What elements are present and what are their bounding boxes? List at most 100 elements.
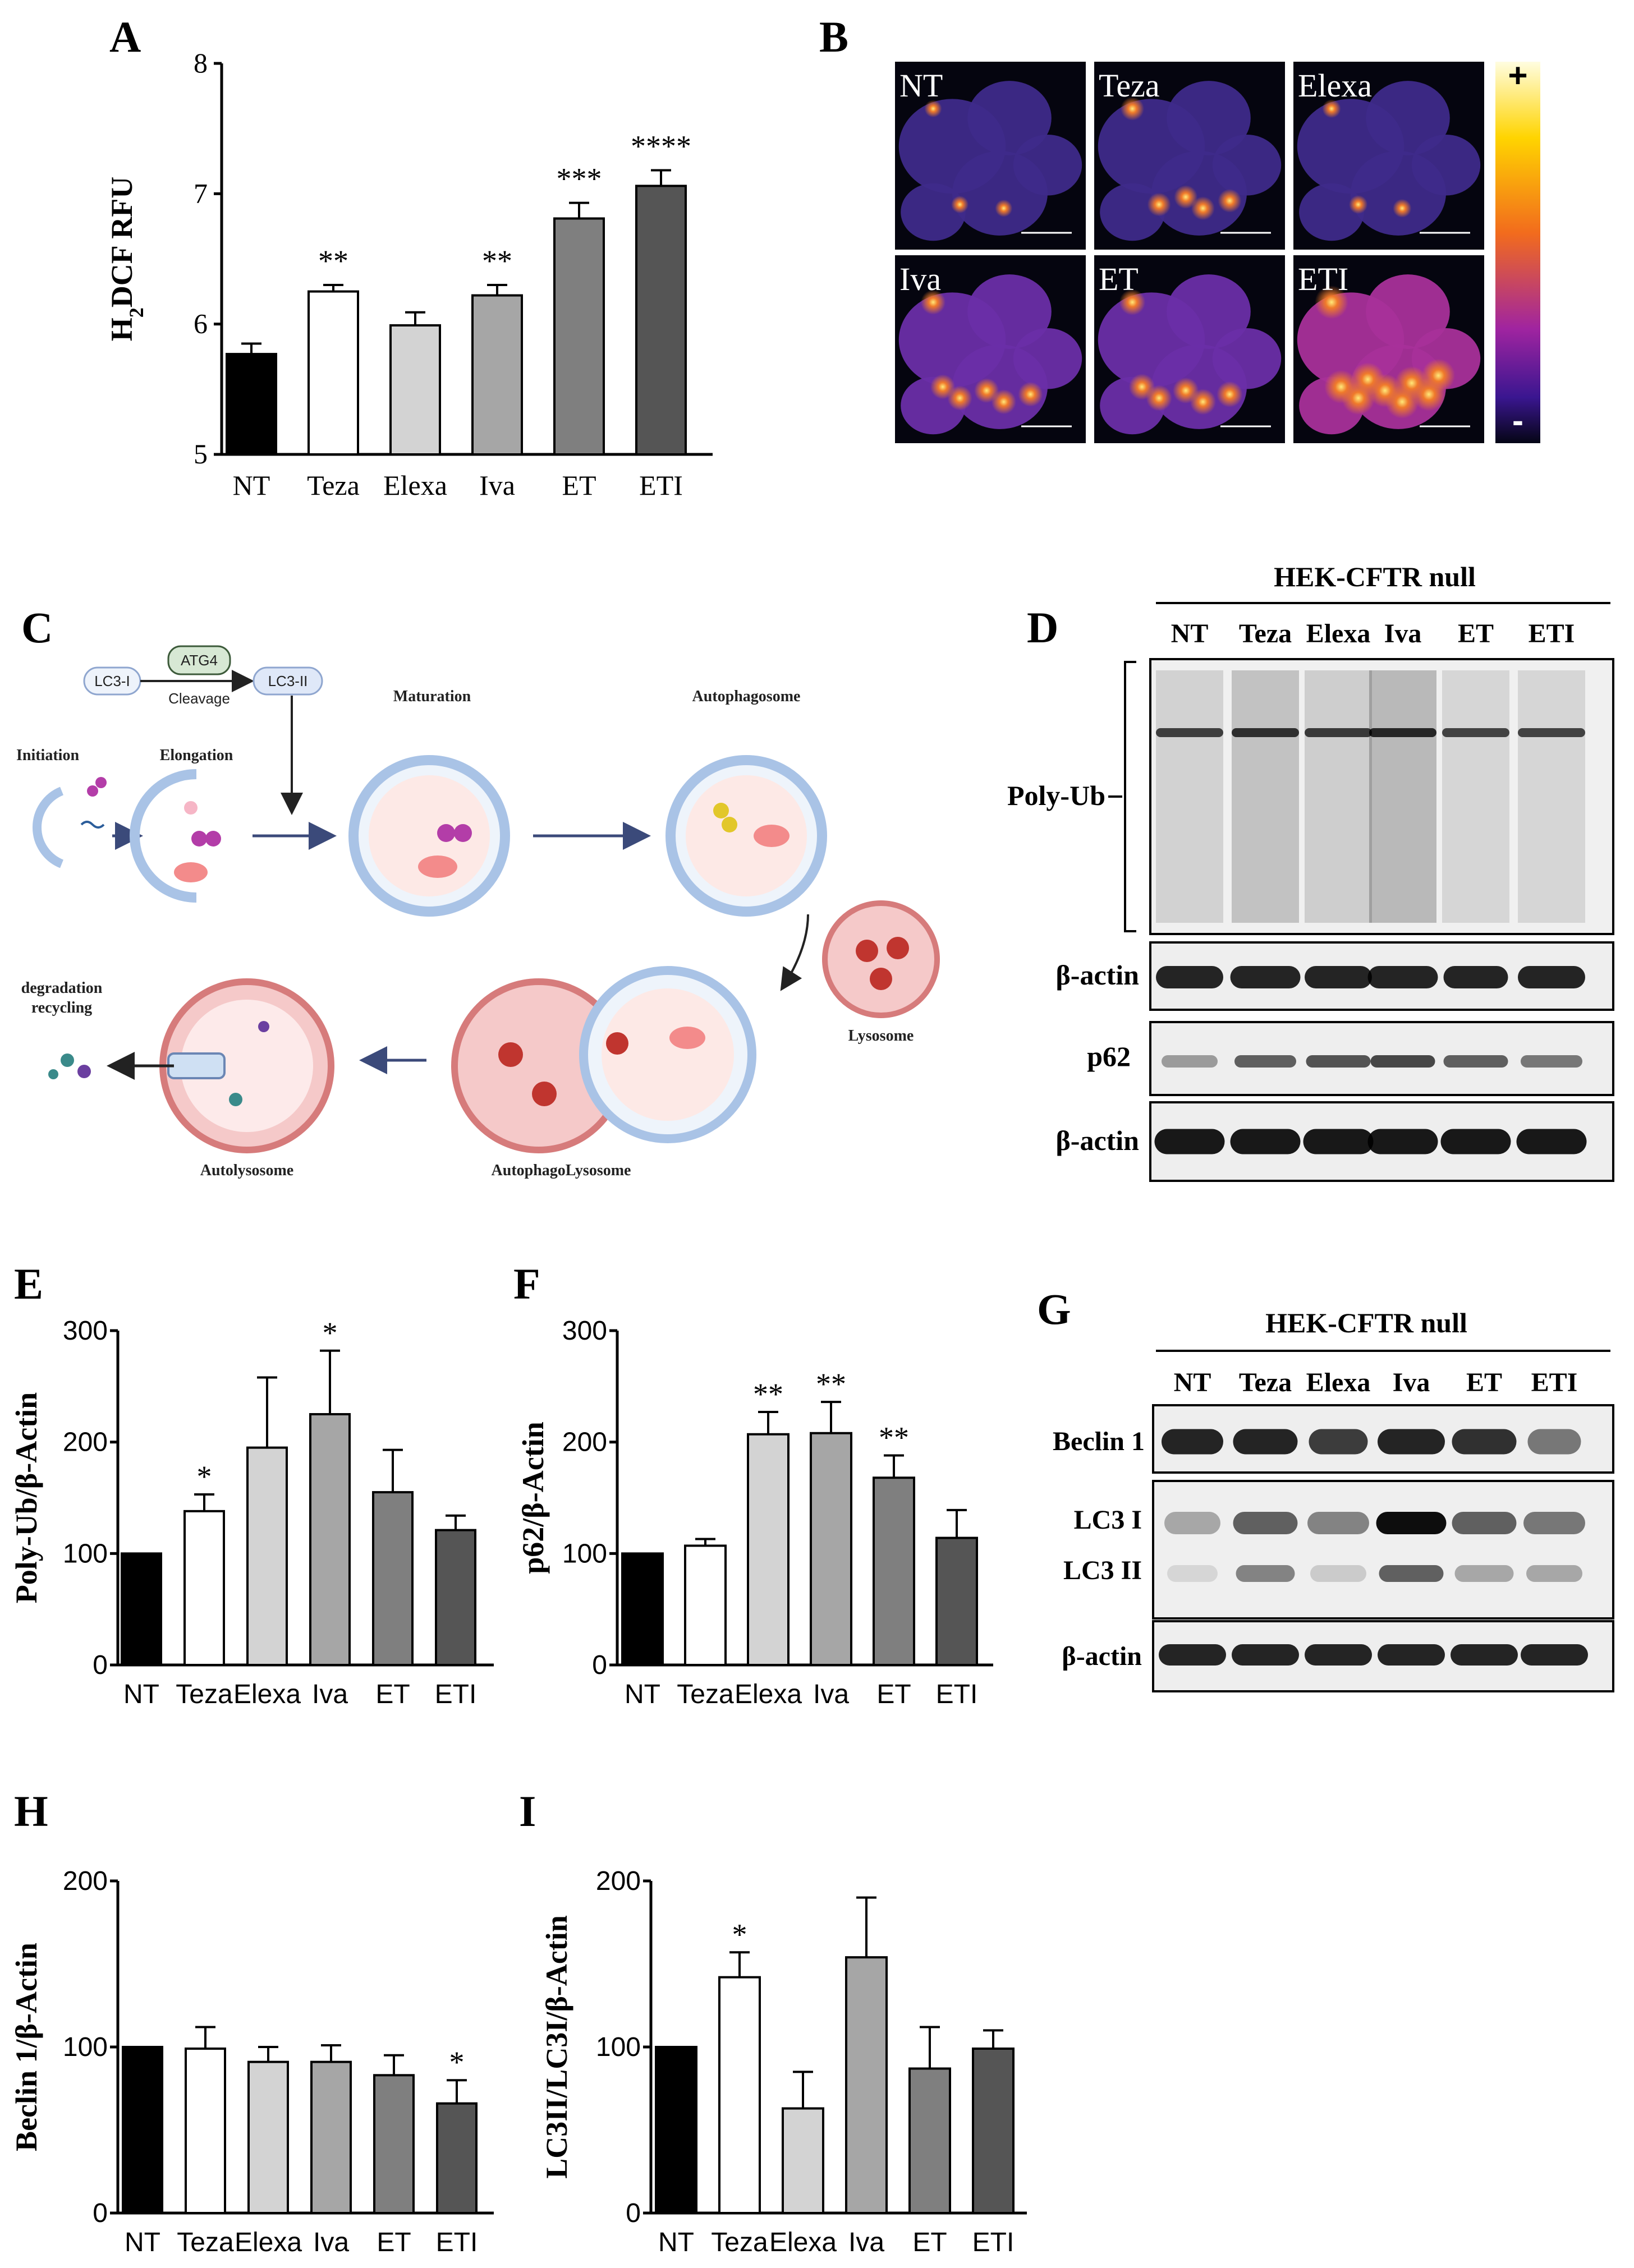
blot-band <box>1527 1429 1581 1455</box>
heatmap-iva: Iva <box>895 255 1086 443</box>
y-axis-label: Poly-Ub/β-Actin <box>10 1392 43 1603</box>
y-tick-label: 200 <box>63 1866 108 1896</box>
significance-label: * <box>449 2045 465 2079</box>
blot-band <box>1443 966 1508 988</box>
blot-band <box>1442 728 1509 737</box>
cargo-protein <box>80 821 105 829</box>
cargo-dot <box>454 824 472 842</box>
blot-band <box>1233 1512 1298 1534</box>
bar-teza <box>684 1544 727 1667</box>
blot-g-beclin-label: Beclin 1 <box>1053 1427 1145 1456</box>
y-tick-label: 0 <box>626 2198 641 2228</box>
blot-band <box>1526 1565 1582 1582</box>
x-tick-label: Teza <box>307 470 360 501</box>
blot-band <box>1307 1512 1369 1534</box>
heatmap-label: ETI <box>1298 261 1348 297</box>
bar-chart-h: 0 100 200 Beclin 1/β-Actin NT Teza Elexa Iva ET *… <box>10 1866 494 2257</box>
y-tick-label: 100 <box>596 2032 641 2062</box>
lane-label: ET <box>1458 619 1494 648</box>
scale-plus-label: + <box>1508 57 1527 94</box>
x-tick-label: Elexa <box>233 1680 301 1709</box>
bar-chart-i: 0 100 200 LC3II/LC3I/β-Actin NT * Teza Elexa Iva… <box>540 1866 1027 2257</box>
blot-d-p62-label: p62 <box>1087 1041 1131 1072</box>
bar-iva <box>309 1413 351 1666</box>
bar-chart-a: 5 6 7 8 H2DCF RFU NT ** Teza Elexa ** Iva *** ET ****… <box>105 47 713 501</box>
atg4-label: ATG4 <box>181 652 218 669</box>
fluorescence-spot <box>1173 378 1199 404</box>
autophagolysosome-label: AutophagoLysosome <box>492 1162 631 1179</box>
blot-band <box>1305 1644 1372 1666</box>
cargo-dot <box>87 785 98 797</box>
mitochondrion <box>418 855 457 878</box>
bar-teza <box>183 1510 225 1667</box>
cell-cluster <box>1212 328 1282 389</box>
blot-g-beclin-bands <box>1162 1429 1581 1455</box>
bar-eti <box>935 1536 978 1667</box>
significance-label: ** <box>879 1421 909 1455</box>
blot-band <box>1156 966 1223 988</box>
heatmap-label: NT <box>899 67 943 104</box>
maturation-label: Maturation <box>393 688 471 705</box>
blot-band <box>1518 966 1585 988</box>
x-tick-label: ETI <box>436 2228 478 2257</box>
x-tick-label: ETI <box>435 1680 477 1709</box>
cell-cluster <box>1366 81 1450 155</box>
bar-elexa <box>747 1433 790 1666</box>
panel-letter-b: B <box>819 12 848 61</box>
bar-et <box>372 1491 414 1666</box>
lane-label: Elexa <box>1306 619 1371 648</box>
maturation-lumen <box>369 775 490 896</box>
blot-smear <box>1232 670 1299 923</box>
blot-smear <box>1305 670 1372 923</box>
initiation-phagophore <box>32 786 64 868</box>
y-axis-label: p62/β-Actin <box>516 1421 550 1574</box>
cell-cluster <box>1167 81 1251 155</box>
blot-band <box>1367 1129 1438 1154</box>
significance-label: ** <box>482 244 512 278</box>
x-tick-label: ETI <box>639 470 683 501</box>
lane-label: Teza <box>1239 1368 1292 1397</box>
y-tick-label: 100 <box>562 1539 607 1568</box>
panel-letter-h: H <box>14 1787 48 1835</box>
x-tick-label: NT <box>625 1680 660 1709</box>
significance-label: ** <box>318 244 348 278</box>
blot-band <box>1521 1055 1582 1068</box>
x-tick-label: ET <box>377 2228 411 2257</box>
fluorescence-spot <box>1174 185 1198 209</box>
cargo-dot <box>95 777 107 788</box>
lc3ii-pill <box>253 666 323 696</box>
y-tick-label: 200 <box>63 1428 108 1457</box>
blot-band <box>1236 1565 1295 1582</box>
blot-g-lc3i-label: LC3 I <box>1074 1505 1142 1535</box>
autophagosome-label: Autophagosome <box>692 688 801 705</box>
heatmap-grid: NT Teza Elexa Iva ET ETI <box>895 62 1484 443</box>
bar-iva <box>471 294 523 456</box>
x-tick-label: Teza <box>177 2228 234 2257</box>
blot-band <box>1440 1129 1511 1154</box>
cell-cluster <box>901 183 966 241</box>
x-tick-label: Elexa <box>769 2228 837 2257</box>
blot-d-actin1-bands <box>1156 966 1585 988</box>
lc3i-label: LC3-I <box>94 673 130 689</box>
panel-letter-d: D <box>1027 603 1058 652</box>
blot-band <box>1303 1129 1374 1154</box>
panel-letter-a: A <box>109 12 141 61</box>
fluorescence-spot <box>1322 99 1341 118</box>
cell-cluster <box>1212 134 1282 196</box>
significance-label: * <box>197 1460 212 1493</box>
enzyme <box>856 940 878 962</box>
blot-band <box>1230 1129 1301 1154</box>
blot-band <box>1309 1429 1368 1455</box>
significance-label: *** <box>557 162 602 196</box>
blot-band <box>1443 1055 1508 1068</box>
bar-iva <box>310 2060 352 2214</box>
bar-eti <box>972 2047 1015 2214</box>
x-tick-label: Iva <box>848 2228 884 2257</box>
lane-label: Elexa <box>1306 1368 1371 1397</box>
autolysosome-label: Autolysosome <box>200 1162 293 1179</box>
elongation-phagophore <box>130 769 197 903</box>
bar-nt <box>621 1552 664 1666</box>
lane-label: ETI <box>1529 619 1575 648</box>
heatmap-label: Teza <box>1099 67 1160 104</box>
fluorescence-spot <box>1393 199 1412 218</box>
